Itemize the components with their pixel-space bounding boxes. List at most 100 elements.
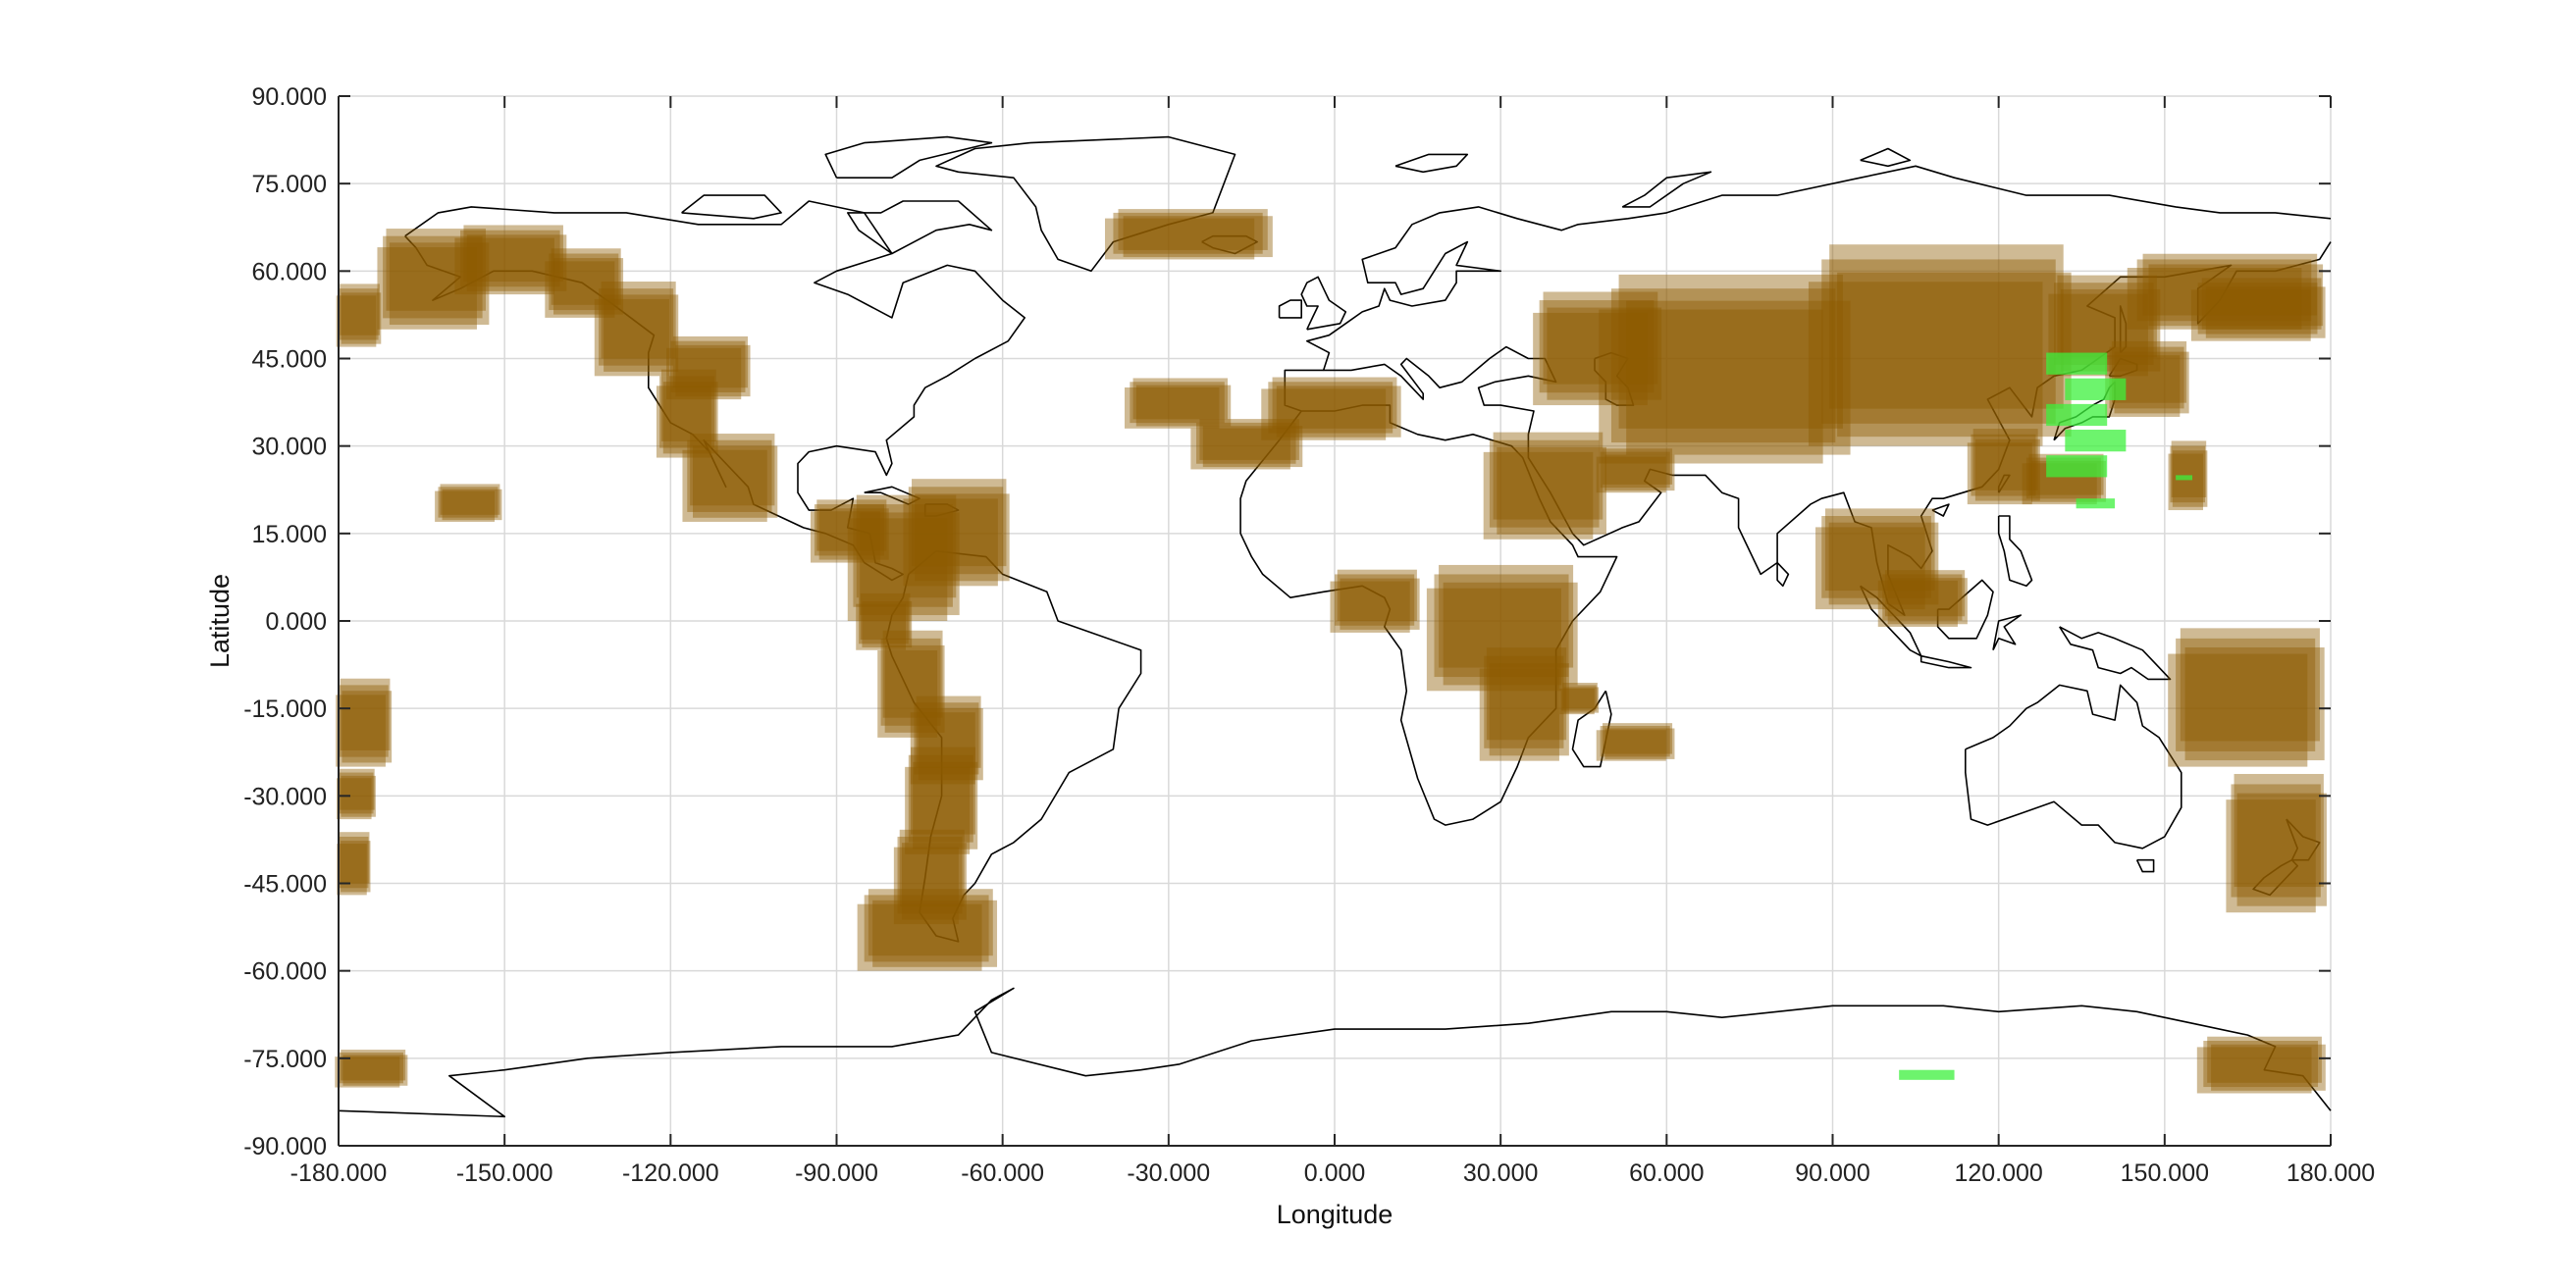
coverage-swath (463, 225, 563, 283)
coverage-swath (1543, 291, 1658, 385)
highlight-swath-group (2076, 498, 2116, 509)
y-tick-label: 60.000 (252, 258, 327, 285)
coverage-swath (1125, 386, 1220, 429)
coverage-swath (1268, 382, 1393, 434)
coverage-swath (1533, 312, 1648, 406)
coastline-sumatra (1859, 585, 1922, 657)
coverage-swath (389, 242, 490, 326)
coastline-baffin (846, 200, 993, 255)
y-tick-label: -75.000 (243, 1046, 327, 1073)
coverage-swath (1972, 429, 2038, 490)
coverage-swath (340, 832, 370, 884)
coverage-swath-group (910, 696, 983, 785)
coverage-swath (1563, 687, 1600, 713)
y-tick-label: -30.000 (243, 783, 327, 810)
coverage-swath (1479, 668, 1559, 761)
coastline-caspian (1594, 351, 1635, 406)
coastline-new-guinea (2059, 626, 2172, 681)
coverage-swath (1596, 456, 1666, 493)
x-tick-label: -150.000 (456, 1159, 553, 1187)
coastline-ellesmere (824, 135, 993, 179)
coverage-swath (2231, 784, 2321, 898)
coverage-swath (857, 903, 982, 971)
coverage-swath (1493, 432, 1603, 520)
coverage-swath (1196, 422, 1296, 464)
highlight-swath (2046, 352, 2108, 375)
coverage-swath (440, 484, 500, 515)
coverage-swath (1603, 723, 1673, 754)
coastline-sri-lanka (1776, 562, 1790, 588)
coverage-swath-group (1125, 378, 1232, 429)
coverage-swath (2226, 799, 2316, 913)
coverage-swath (2136, 259, 2312, 322)
coverage-swath-group (856, 592, 913, 650)
coverage-swath-group (893, 829, 967, 925)
coverage-swath (1190, 428, 1290, 470)
coverage-swath (1202, 426, 1303, 468)
coverage-swath (1330, 581, 1410, 633)
coverage-layer (335, 209, 2327, 1094)
coverage-swath (1547, 307, 1662, 400)
coverage-swath-group (1479, 647, 1569, 761)
coverage-swath-group (810, 499, 889, 563)
coverage-swath (1887, 578, 1968, 625)
highlight-swath (2046, 455, 2108, 478)
coverage-swath (905, 766, 971, 854)
highlight-swath (2065, 378, 2127, 400)
coverage-swath-group (545, 248, 624, 318)
coverage-swath (913, 761, 978, 850)
coverage-swath (2203, 1041, 2319, 1088)
coverage-swath (908, 754, 973, 843)
coastline-new-zealand-south (2252, 858, 2298, 897)
coverage-swath (1439, 564, 1574, 668)
y-tick-label: 90.000 (252, 83, 327, 111)
coverage-swath (882, 630, 943, 718)
coastline-sakhalin (2119, 305, 2128, 354)
highlight-layer (1899, 352, 2193, 1080)
coverage-swath (438, 487, 499, 518)
coverage-swath (1337, 569, 1417, 621)
coverage-swath-group (857, 889, 998, 971)
coverage-swath (2171, 440, 2207, 497)
coverage-swath (1489, 663, 1569, 756)
coastline-severnaya-zemlya (1860, 147, 1912, 168)
coverage-swath (339, 288, 379, 340)
coverage-swath (675, 344, 751, 397)
coverage-swath (2168, 653, 2308, 767)
coverage-swath (818, 508, 889, 560)
x-tick-label: 150.000 (2121, 1159, 2209, 1187)
coverage-swath (1272, 377, 1397, 429)
coastline-victoria-island (681, 194, 782, 220)
x-tick-label: 30.000 (1463, 1159, 1538, 1187)
highlight-swath (2046, 403, 2108, 427)
coverage-swath (442, 489, 502, 521)
x-tick-label: 0.000 (1304, 1159, 1366, 1187)
coverage-swath (1123, 216, 1273, 258)
coverage-swath-group (1104, 209, 1273, 260)
x-tick-label: -120.000 (622, 1159, 719, 1187)
coverage-swath (1113, 212, 1263, 254)
coverage-swath (1276, 386, 1401, 438)
coverage-swath (386, 229, 486, 311)
coastline-hokkaido (2108, 357, 2138, 378)
coverage-swath-group (1483, 432, 1606, 540)
coverage-swath (1340, 578, 1420, 630)
coverage-swath (340, 678, 391, 750)
coverage-swath (916, 696, 981, 768)
coverage-swath-group (337, 768, 376, 820)
coverage-swath-group (1559, 683, 1600, 715)
coastline-sulawesi (1992, 614, 2022, 651)
coverage-swath (860, 592, 911, 641)
highlight-swath-group (1899, 1069, 1955, 1080)
coverage-swath (1974, 438, 2040, 501)
coverage-swath (693, 445, 778, 518)
coastline-philippines (1997, 515, 2033, 588)
coverage-swath (918, 708, 983, 781)
coverage-swath (2180, 628, 2320, 742)
coastline-svalbard (1394, 153, 1469, 174)
axes (338, 95, 2332, 1147)
coverage-swath (914, 702, 979, 775)
coverage-swath-group (336, 283, 382, 347)
coverage-swath (342, 1055, 408, 1086)
